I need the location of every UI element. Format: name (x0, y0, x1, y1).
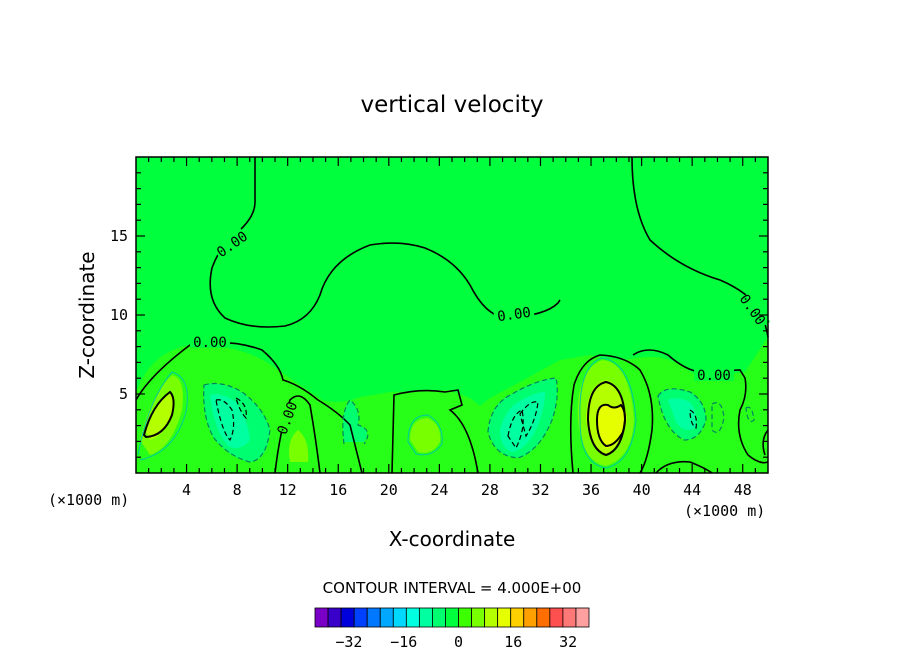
neg-contour-right-inner (507, 409, 524, 450)
contour-label: 0.00 (697, 368, 731, 384)
colorbar-swatch (497, 607, 512, 628)
contour-updraft-left (142, 390, 175, 439)
colorbar-swatch (484, 607, 499, 628)
thin-contours (137, 357, 637, 469)
colorbar-swatch (562, 607, 577, 628)
y-tick-label: 15 (110, 227, 128, 245)
thin-contour-1 (137, 371, 188, 461)
colorbar-swatch (379, 607, 394, 628)
zero-contour-cell-right (569, 354, 654, 474)
contour-label-bg-6 (274, 401, 298, 435)
neg-contour-left-inner (215, 399, 235, 442)
neg-contour-left-outer (203, 382, 271, 463)
colorbar-tick-label: 32 (559, 633, 577, 651)
colorbar (314, 607, 590, 628)
colorbar-swatch (445, 607, 459, 628)
updraft-cell-left-core (146, 392, 174, 440)
thin-contour-2 (579, 357, 637, 469)
y-axis: 5 10 15 (110, 172, 768, 458)
x-unit-label-right: (×1000 m) (684, 502, 765, 520)
colorbar-swatch (510, 607, 525, 628)
x-tick-label: 4 (182, 481, 191, 499)
contour-label-bg-4 (694, 367, 734, 381)
colorbar-swatch (471, 607, 486, 628)
y-tick-label: 5 (119, 385, 128, 403)
x-tick-label: 24 (430, 481, 448, 499)
y-axis-label: Z-coordinate (75, 251, 99, 378)
contour-label-bg-1 (212, 228, 249, 260)
downdraft-cell-left-core (210, 394, 250, 448)
neg-contour-far-right-inner (689, 409, 697, 430)
zero-contour-mid (391, 389, 479, 474)
x-tick-label: 40 (633, 481, 651, 499)
contour-label: 0.00 (496, 305, 532, 326)
negative-contours (203, 377, 755, 463)
neg-contour-right-outer (487, 377, 558, 459)
chart-title: vertical velocity (361, 92, 544, 118)
colorbar-tick-label: −32 (335, 633, 362, 651)
neg-contour-right-inner2 (519, 401, 539, 438)
colorbar-swatch (405, 607, 420, 628)
colorbar-tick-label: −16 (390, 633, 417, 651)
updraft-cell-small (289, 430, 309, 462)
zero-contour-small-a (274, 395, 321, 474)
colorbar-swatch (523, 607, 538, 628)
x-axis-label: X-coordinate (389, 527, 516, 551)
colorbar-swatch (549, 607, 564, 628)
neg-contour-small (342, 399, 369, 445)
contour-label-bg-3 (190, 334, 230, 348)
contour-label-bg-5 (737, 292, 771, 330)
x-tick-label: 12 (279, 481, 297, 499)
zero-contour-far-right (632, 349, 769, 464)
y-tick-label: 10 (110, 306, 128, 324)
colorbar-swatch (432, 607, 446, 628)
contour-updraft-right-core (595, 403, 627, 448)
colorbar-swatch (366, 607, 381, 628)
contour-interval-text: CONTOUR INTERVAL = 4.000E+00 (323, 579, 582, 597)
colorbar-swatch (340, 607, 355, 628)
colorbar-swatch (327, 607, 342, 628)
colorbar-swatch (353, 607, 368, 628)
x-unit-label-left: (×1000 m) (48, 491, 129, 509)
colorbar-tick-label: 0 (454, 633, 463, 651)
x-tick-label: 32 (531, 481, 549, 499)
downdraft-cell-small (342, 400, 367, 442)
plot-area: 0.00 0.00 0.00 0.00 0.00 0.00 (135, 156, 771, 474)
x-tick-label: 48 (734, 481, 752, 499)
colorbar-tick-label: 16 (504, 633, 522, 651)
colorbar-swatch (575, 607, 590, 628)
colorbar-swatch (458, 607, 472, 628)
colorbar-ticks: −32 −16 0 16 32 (335, 633, 577, 651)
neg-contour-far-right2 (711, 402, 725, 433)
x-tick-label: 44 (683, 481, 701, 499)
downdraft-cell-far-right-core (668, 398, 697, 430)
colorbar-swatch (314, 607, 329, 628)
x-tick-label: 8 (233, 481, 242, 499)
colorbar-swatch (392, 607, 407, 628)
x-axis: 4 8 12 16 20 24 28 32 36 40 44 48 (148, 157, 756, 499)
contour-label: 0.00 (193, 335, 227, 351)
thin-contour-3 (407, 414, 443, 456)
x-tick-label: 20 (380, 481, 398, 499)
zero-contour-small-b (655, 460, 713, 474)
neg-contour-left-inner2 (235, 396, 247, 420)
x-tick-label: 36 (582, 481, 600, 499)
x-tick-label: 28 (481, 481, 499, 499)
neg-contour-edge (745, 406, 755, 423)
zero-contour-lower-left (135, 341, 363, 474)
colorbar-swatch (536, 607, 551, 628)
neg-contour-far-right (657, 388, 707, 441)
colorbar-swatch (418, 607, 433, 628)
contour-label-bg-2 (493, 303, 535, 323)
updraft-cell-center (410, 418, 441, 453)
x-tick-label: 16 (329, 481, 347, 499)
